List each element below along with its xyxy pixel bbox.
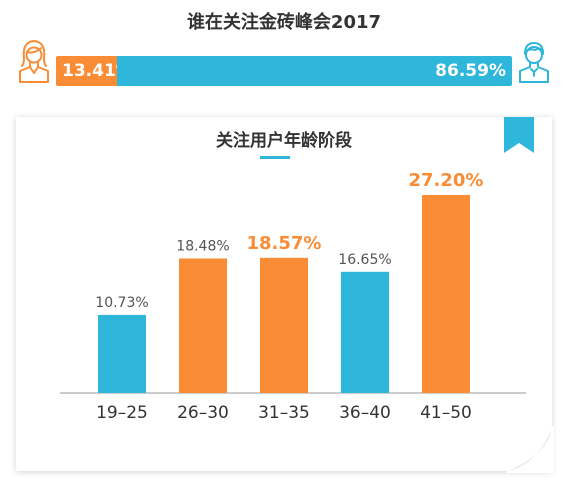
value-label-31-35: 18.57% [247, 233, 322, 254]
category-label-26-30: 26–30 [177, 403, 229, 423]
page-title: 谁在关注金砖峰会2017 [186, 12, 382, 33]
gender-ratio-bar: 13.41% 86.59% [56, 56, 512, 86]
man-avatar-icon [519, 42, 549, 83]
age-bar-chart: 10.73% 19–25 18.48% 26–30 18.57% 31–35 16.65% 3… [60, 170, 526, 423]
woman-avatar-icon [19, 40, 49, 83]
bar-26-30 [179, 258, 227, 393]
value-label-26-30: 18.48% [176, 238, 229, 254]
chart-title: 关注用户年龄阶段 [216, 131, 352, 151]
age-chart-card: 关注用户年龄阶段 10.73% 19–25 18.48% 26–30 18.57% 31–… [16, 117, 554, 473]
page-curl-corner [506, 425, 554, 473]
category-label-19-25: 19–25 [96, 403, 148, 423]
female-share-label: 13.41% [62, 61, 133, 81]
value-label-41-50: 27.20% [409, 170, 484, 191]
category-label-36-40: 36–40 [339, 403, 391, 423]
female-share-segment: 13.41% [56, 56, 133, 86]
bar-36-40 [341, 271, 389, 393]
bar-19-25 [98, 314, 146, 393]
value-label-19-25: 10.73% [95, 295, 148, 311]
bar-31-35 [260, 257, 308, 393]
bar-41-50 [422, 195, 470, 393]
bookmark-icon [504, 117, 534, 153]
category-label-31-35: 31–35 [258, 403, 310, 423]
value-label-36-40: 16.65% [338, 252, 391, 268]
male-share-label: 86.59% [435, 61, 506, 81]
chart-title-underline [260, 156, 290, 159]
category-label-41-50: 41–50 [420, 403, 472, 423]
male-share-segment: 86.59% [117, 56, 512, 86]
